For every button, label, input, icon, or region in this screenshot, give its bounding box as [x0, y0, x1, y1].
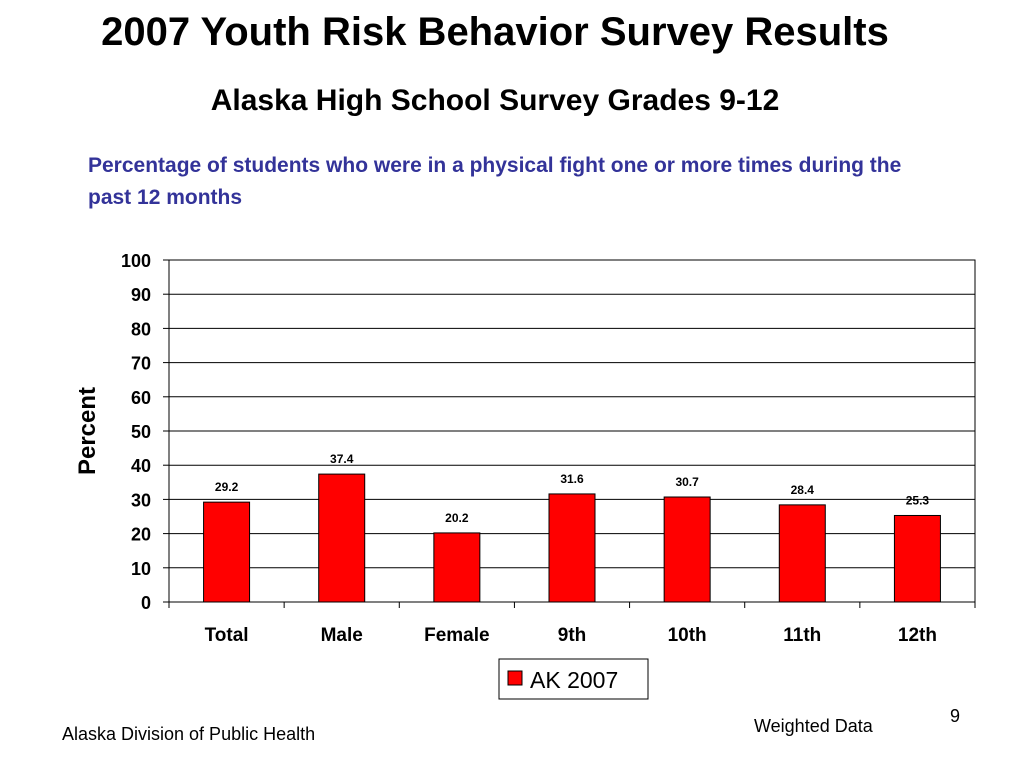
bar-10th	[663, 496, 711, 603]
y-tick-label: 0	[141, 593, 151, 613]
y-axis-label: Percent	[74, 387, 101, 475]
x-tick-label: 10th	[668, 625, 707, 646]
legend-box	[498, 658, 649, 700]
data-labels: 29.2 37.4 20.2 31.6 30.7 28.4 25.3	[215, 452, 930, 525]
y-tick-label: 10	[131, 559, 151, 579]
y-tick-labels: 0 10 20 30 40 50 60 70 80 90 100	[121, 251, 151, 613]
footer-note: Weighted Data	[754, 716, 873, 736]
slide-subtitle: Alaska High School Survey Grades 9-12	[210, 84, 780, 117]
bars	[203, 473, 941, 603]
axes	[163, 259, 976, 608]
y-tick-label: 100	[121, 251, 151, 271]
page-number: 9	[950, 706, 961, 726]
data-label: 25.3	[906, 493, 930, 507]
data-label: 31.6	[560, 472, 584, 486]
x-tick-label: 11th	[783, 625, 821, 646]
data-label: 30.7	[675, 475, 699, 489]
y-tick-label: 40	[131, 456, 151, 476]
bar-12th	[893, 514, 941, 603]
bar-9th	[548, 493, 596, 603]
bar-total	[203, 501, 251, 603]
x-tick-label: Total	[205, 625, 249, 646]
legend-label: AK 2007	[530, 667, 618, 693]
x-tick-label: 12th	[898, 625, 937, 646]
slide-title: 2007 Youth Risk Behavior Survey Results	[101, 10, 889, 54]
data-label: 28.4	[791, 483, 815, 497]
bar-11th	[778, 504, 826, 603]
bar-female	[433, 532, 481, 603]
x-tick-label: Male	[321, 625, 363, 646]
x-tick-labels: Total Male Female 9th 10th 11th 12th	[205, 625, 937, 646]
x-tick-label: Female	[424, 625, 489, 646]
y-tick-label: 90	[131, 285, 151, 305]
footer-source: Alaska Division of Public Health	[62, 724, 316, 744]
x-tick-label: 9th	[558, 625, 587, 646]
y-tick-label: 20	[131, 525, 151, 545]
y-tick-label: 50	[131, 422, 151, 442]
legend-swatch	[507, 670, 523, 686]
data-label: 29.2	[215, 480, 239, 494]
legend: AK 2007	[498, 658, 649, 700]
bar-male	[318, 473, 366, 603]
chart-title: Percentage of students who were in a phy…	[88, 154, 902, 209]
y-tick-label: 60	[131, 388, 151, 408]
y-tick-label: 70	[131, 354, 151, 374]
y-tick-label: 30	[131, 490, 151, 510]
y-tick-label: 80	[131, 319, 151, 339]
data-label: 20.2	[445, 511, 469, 525]
data-label: 37.4	[330, 452, 354, 466]
